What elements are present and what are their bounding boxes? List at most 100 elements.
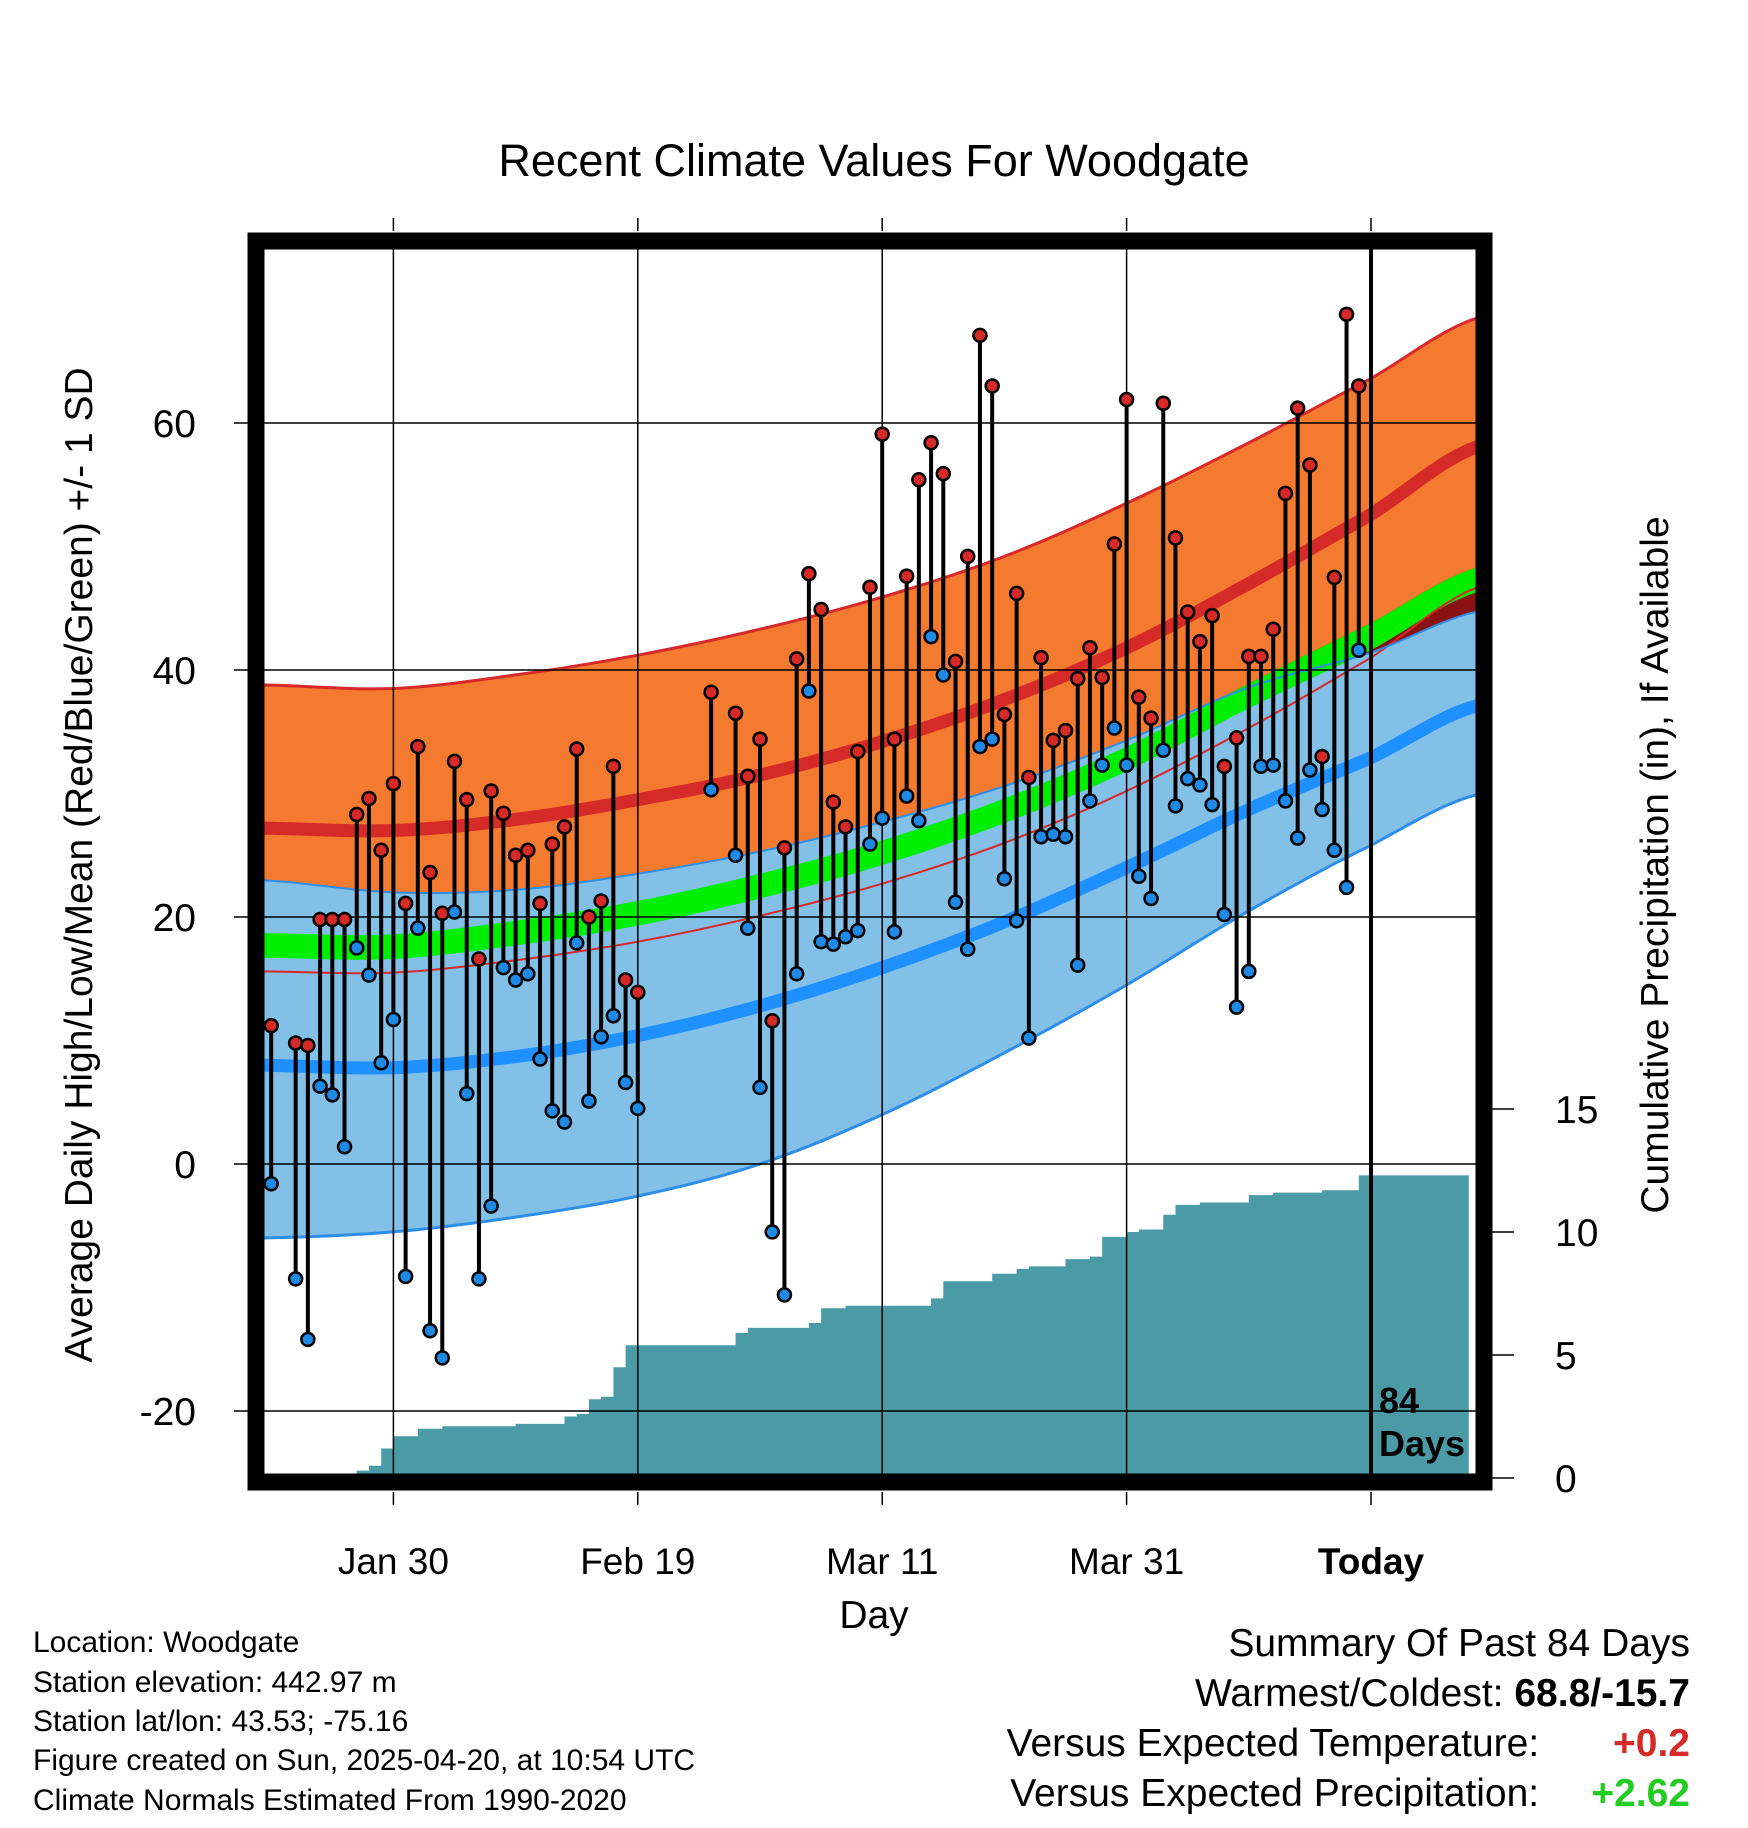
daily-low-point [385,1011,402,1028]
daily-low-point [959,941,976,957]
daily-high-point [996,706,1013,723]
daily-low-point [874,810,890,826]
daily-low-point [532,1051,548,1067]
daily-high-point [397,895,414,912]
daily-high-point [947,653,964,670]
summary-temp-value: +0.2 [1613,1722,1690,1765]
daily-low-point [1216,906,1233,923]
today-days-count: 84 [1379,1380,1419,1421]
daily-high-point [874,426,890,442]
daily-low-point [1008,912,1025,929]
daily-low-point [984,731,1000,747]
daily-high-point [1302,457,1318,473]
daily-high-point [1057,722,1074,739]
daily-high-point [911,472,927,488]
daily-high-point [385,775,402,792]
daily-low-point [617,1074,634,1091]
daily-low-point [483,1198,499,1214]
daily-low-point [1338,879,1355,896]
daily-low-point [1277,793,1294,809]
daily-low-point [1314,801,1330,818]
daily-high-point [1265,621,1281,637]
summary-extremes: Warmest/Coldest: 68.8/-15.7 [1195,1672,1690,1716]
x-tick-label: Feb 19 [580,1541,695,1582]
daily-high-point [1228,730,1245,746]
daily-low-point [397,1268,414,1285]
daily-high-point [923,435,939,451]
daily-low-point [324,1087,341,1103]
y-tick-label: 40 [153,650,196,693]
daily-low-point [544,1103,561,1119]
daily-low-point [446,904,463,920]
daily-low-point [947,894,964,910]
daily-high-point [593,893,609,909]
daily-low-point [752,1079,768,1096]
daily-low-point [410,920,426,936]
daily-low-point [727,847,744,863]
daily-high-point [1289,400,1306,416]
daily-low-point [1241,963,1257,980]
y-tick-label: -20 [140,1391,196,1434]
daily-high-point [471,951,487,967]
daily-low-point [776,1287,793,1303]
normal-low-line [260,698,1480,1075]
daily-low-point [630,1100,646,1117]
daily-low-point [1155,742,1172,759]
daily-low-point [593,1029,609,1045]
summary-precip-label: Versus Expected Precipitation: [1010,1772,1540,1815]
daily-low-point [740,920,756,936]
daily-low-point [1082,793,1098,809]
daily-high-point [1008,585,1025,602]
y-tick-label: 20 [153,897,196,940]
daily-high-point [1326,569,1343,586]
x-tick-label: Jan 30 [338,1541,449,1582]
daily-high-point [422,864,438,881]
daily-high-point [336,911,353,928]
daily-high-point [1131,689,1147,705]
daily-low-point [1167,798,1184,814]
daily-high-point [1094,669,1110,686]
daily-low-point [703,782,719,798]
daily-low-point [336,1138,353,1155]
daily-high-point [568,741,585,757]
x-axis-label: Day [839,1594,909,1637]
daily-high-point [1155,395,1172,411]
daily-high-point [776,840,793,856]
daily-low-point [520,966,536,982]
daily-low-point [862,836,878,852]
daily-low-point [458,1085,475,1102]
daily-high-point [1069,670,1086,687]
daily-high-point [1045,732,1062,749]
daily-low-point [972,738,988,755]
daily-high-point [605,758,622,775]
daily-low-point [788,966,805,982]
daily-high-point [1351,378,1367,394]
daily-low-point [886,924,903,940]
daily-low-point [1045,826,1062,843]
y-tick-label: 0 [174,1144,196,1187]
daily-low-point [923,628,939,645]
daily-low-point [348,940,365,956]
daily-high-point [972,327,988,344]
daily-low-point [556,1114,573,1130]
daily-low-point [1106,720,1123,736]
daily-low-point [1057,828,1074,845]
chart-title: Recent Climate Values For Woodgate [498,135,1249,186]
precip-area [356,1175,1469,1478]
daily-high-point [1338,306,1355,323]
daily-low-point [1289,830,1306,846]
daily-high-point [581,909,597,925]
daily-low-point [605,1008,622,1024]
daily-low-point [1302,762,1318,778]
daily-low-point [1253,758,1269,775]
daily-high-point [898,568,915,584]
daily-high-point [410,738,426,755]
y2-tick-label: 0 [1555,1458,1577,1501]
daily-low-point [850,922,866,939]
daily-high-point [850,743,866,760]
daily-high-point [617,972,634,988]
daily-low-point [1204,796,1220,813]
info-elevation: Station elevation: 442.97 m [33,1666,397,1699]
